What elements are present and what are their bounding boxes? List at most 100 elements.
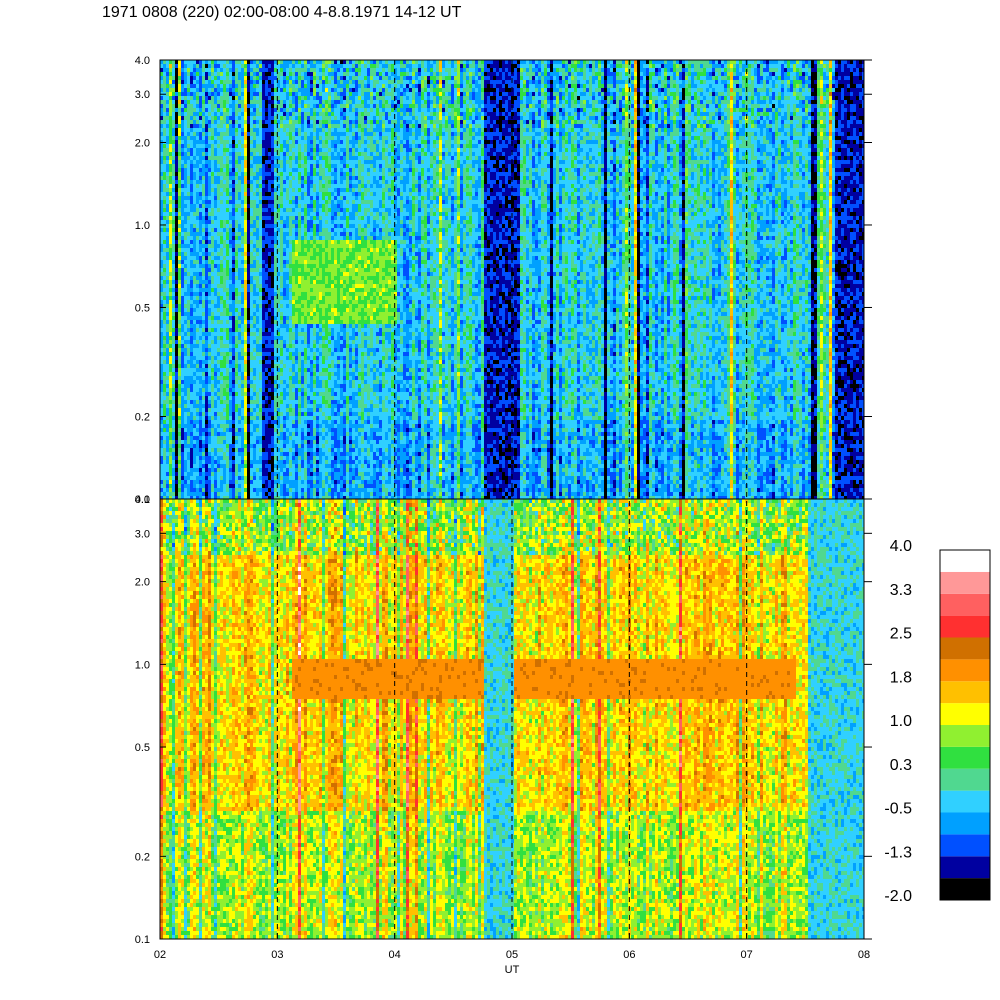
heatmap-cell: [280, 228, 283, 232]
heatmap-cell: [235, 340, 238, 344]
heatmap-cell: [223, 168, 226, 172]
heatmap-cell: [238, 420, 241, 424]
heatmap-cell: [247, 180, 250, 184]
heatmap-cell: [163, 380, 166, 384]
heatmap-cell: [199, 376, 202, 380]
heatmap-cell: [193, 220, 196, 224]
heatmap-cell: [259, 316, 262, 320]
heatmap-cell: [199, 388, 202, 392]
heatmap-cell: [259, 492, 262, 496]
heatmap-cell: [259, 244, 262, 248]
heatmap-cell: [250, 72, 253, 76]
heatmap-cell: [223, 360, 226, 364]
heatmap-cell: [208, 120, 211, 124]
heatmap-cell: [247, 492, 250, 496]
heatmap-cell: [190, 352, 193, 356]
heatmap-cell: [211, 416, 214, 420]
heatmap-cell: [271, 84, 274, 88]
heatmap-cell: [271, 448, 274, 452]
heatmap-cell: [196, 460, 199, 464]
heatmap-cell: [286, 192, 289, 196]
heatmap-cell: [271, 180, 274, 184]
heatmap-cell: [169, 336, 172, 340]
heatmap-cell: [202, 88, 205, 92]
heatmap-cell: [283, 284, 286, 288]
heatmap-cell: [187, 236, 190, 240]
heatmap-cell: [199, 256, 202, 260]
heatmap-cell: [238, 268, 241, 272]
heatmap-cell: [244, 128, 247, 132]
heatmap-cell: [172, 472, 175, 476]
heatmap-cell: [265, 264, 268, 268]
heatmap-cell: [214, 300, 217, 304]
heatmap-cell: [220, 328, 223, 332]
heatmap-cell: [220, 244, 223, 248]
heatmap-cell: [172, 284, 175, 288]
heatmap-cell: [286, 216, 289, 220]
heatmap-cell: [190, 60, 193, 64]
heatmap-cell: [205, 104, 208, 108]
heatmap-cell: [247, 472, 250, 476]
heatmap-cell: [238, 396, 241, 400]
heatmap-cell: [253, 476, 256, 480]
heatmap-cell: [184, 104, 187, 108]
heatmap-cell: [193, 484, 196, 488]
heatmap-cell: [202, 344, 205, 348]
heatmap-cell: [175, 160, 178, 164]
heatmap-cell: [214, 372, 217, 376]
heatmap-cell: [217, 392, 220, 396]
heatmap-cell: [187, 152, 190, 156]
heatmap-cell: [217, 268, 220, 272]
heatmap-cell: [238, 400, 241, 404]
heatmap-cell: [229, 156, 232, 160]
heatmap-cell: [235, 296, 238, 300]
heatmap-cell: [163, 112, 166, 116]
heatmap-cell: [220, 440, 223, 444]
heatmap-cell: [274, 248, 277, 252]
heatmap-cell: [247, 456, 250, 460]
heatmap-cell: [190, 148, 193, 152]
heatmap-cell: [202, 412, 205, 416]
heatmap-cell: [184, 448, 187, 452]
heatmap-cell: [205, 312, 208, 316]
heatmap-cell: [247, 432, 250, 436]
heatmap-cell: [163, 328, 166, 332]
heatmap-cell: [265, 148, 268, 152]
heatmap-cell: [247, 96, 250, 100]
heatmap-cell: [286, 80, 289, 84]
heatmap-cell: [181, 100, 184, 104]
heatmap-cell: [193, 60, 196, 64]
heatmap-cell: [283, 80, 286, 84]
heatmap-cell: [178, 472, 181, 476]
heatmap-cell: [274, 216, 277, 220]
heatmap-cell: [166, 224, 169, 228]
heatmap-cell: [247, 436, 250, 440]
heatmap-cell: [178, 476, 181, 480]
heatmap-cell: [184, 408, 187, 412]
heatmap-cell: [247, 64, 250, 68]
heatmap-cell: [205, 96, 208, 100]
heatmap-cell: [244, 388, 247, 392]
heatmap-cell: [235, 132, 238, 136]
heatmap-cell: [229, 232, 232, 236]
heatmap-cell: [196, 240, 199, 244]
heatmap-cell: [274, 192, 277, 196]
heatmap-cell: [268, 208, 271, 212]
heatmap-cell: [166, 268, 169, 272]
heatmap-cell: [253, 72, 256, 76]
heatmap-cell: [193, 492, 196, 496]
heatmap-cell: [169, 252, 172, 256]
heatmap-cell: [196, 216, 199, 220]
heatmap-cell: [211, 164, 214, 168]
heatmap-cell: [166, 92, 169, 96]
heatmap-cell: [250, 408, 253, 412]
heatmap-cell: [211, 72, 214, 76]
heatmap-cell: [184, 312, 187, 316]
heatmap-cell: [232, 148, 235, 152]
heatmap-cell: [190, 220, 193, 224]
heatmap-cell: [238, 208, 241, 212]
heatmap-cell: [250, 456, 253, 460]
heatmap-cell: [211, 168, 214, 172]
heatmap-cell: [205, 304, 208, 308]
heatmap-cell: [196, 164, 199, 168]
